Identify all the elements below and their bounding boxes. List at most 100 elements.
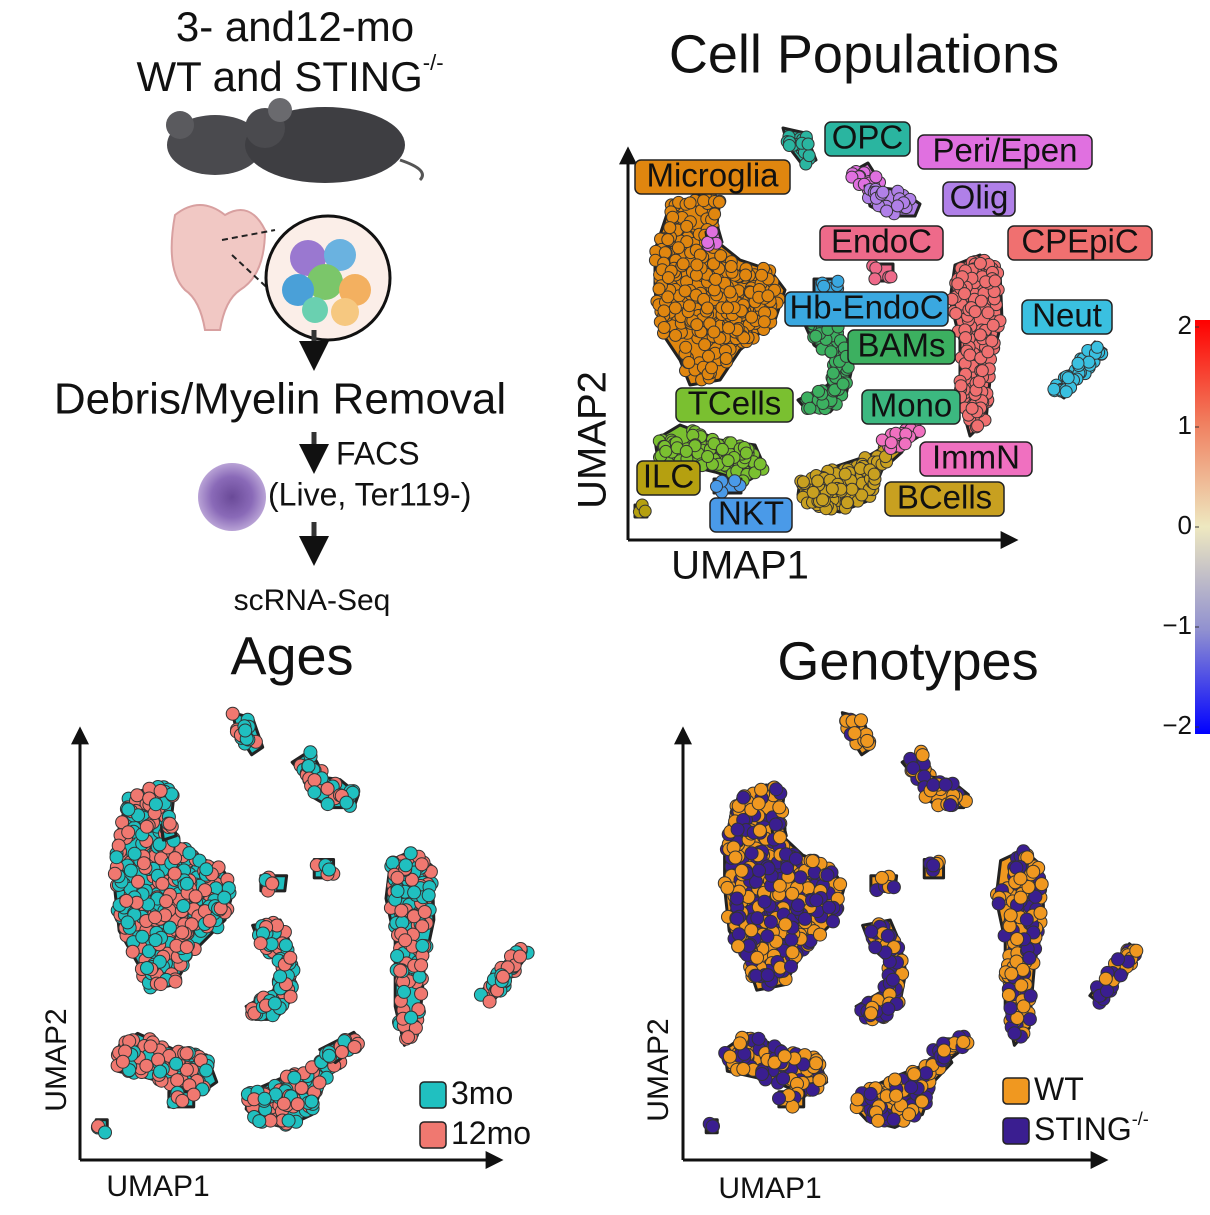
- cell-point: [805, 854, 820, 869]
- cell-point: [179, 876, 194, 891]
- cell-point: [963, 348, 977, 362]
- cell-point: [120, 915, 135, 930]
- cell-point: [798, 911, 812, 926]
- cell-point: [755, 268, 769, 282]
- cell-point: [720, 880, 735, 895]
- cell-point: [690, 318, 704, 332]
- cell-point: [1003, 1001, 1018, 1015]
- cell-point: [791, 898, 805, 913]
- colorbar-tick-label: −2: [1162, 710, 1192, 740]
- cell-point: [889, 1088, 904, 1103]
- cell-point: [712, 195, 726, 209]
- legend-label: 3mo: [451, 1075, 513, 1111]
- cell-point: [148, 933, 163, 948]
- cell-point: [874, 870, 889, 885]
- cell-point: [168, 974, 183, 989]
- cell-point: [283, 989, 298, 1004]
- legend-swatch: [1002, 1077, 1030, 1105]
- cluster-label-box: [1021, 299, 1113, 335]
- cell-point: [784, 959, 798, 974]
- legend-label: STING-/-: [1034, 1109, 1149, 1148]
- cell-point: [1010, 932, 1025, 946]
- cell-point: [169, 1056, 184, 1071]
- cell-point: [880, 928, 895, 943]
- cell-point: [140, 961, 154, 975]
- cell-point: [394, 903, 409, 918]
- cell-point: [109, 850, 124, 865]
- cell-point: [652, 282, 666, 296]
- cell-point: [788, 851, 803, 866]
- workflow-title-text: WT and STING: [136, 53, 422, 100]
- cell-point: [728, 474, 742, 488]
- cell-point: [1010, 1011, 1025, 1025]
- cell-point: [864, 924, 879, 939]
- legend-text: 12mo: [451, 1115, 531, 1151]
- cell-point: [754, 782, 769, 797]
- cell-point: [751, 796, 766, 811]
- cell-point: [320, 797, 335, 812]
- cell-point: [868, 272, 882, 286]
- legend-label: WT: [1034, 1071, 1084, 1107]
- cluster-label: TCells: [688, 385, 782, 422]
- cell-point: [407, 885, 422, 900]
- cluster-label: Hb-EndoC: [789, 289, 943, 326]
- cell-point: [757, 315, 771, 329]
- cell-point: [785, 945, 800, 960]
- cell-point: [719, 352, 733, 365]
- cell-point: [334, 1045, 349, 1059]
- cell-point: [974, 294, 988, 308]
- cell-point: [958, 287, 971, 301]
- cell-point: [776, 1071, 791, 1086]
- cell-point: [840, 496, 854, 510]
- cell-point: [768, 817, 783, 832]
- cluster-label: Mono: [870, 387, 953, 424]
- cell-point: [784, 932, 799, 947]
- umap-panel: Ages UMAP1 UMAP2 3mo 12mo: [40, 626, 535, 1203]
- cell-point: [690, 258, 704, 272]
- cell-point: [199, 862, 214, 877]
- mice-illustration: [166, 98, 424, 183]
- cell-point: [767, 1055, 782, 1070]
- cluster-label: OPC: [832, 119, 904, 156]
- cell-point: [906, 761, 921, 776]
- cell-point: [949, 307, 963, 320]
- cluster-label-box: [819, 225, 944, 261]
- cell-point: [750, 950, 765, 965]
- cell-point: [724, 436, 738, 450]
- cell-point: [1014, 978, 1029, 993]
- cell-point: [1100, 984, 1114, 998]
- cell-point: [393, 963, 408, 978]
- cell-point: [809, 893, 824, 908]
- cell-point: [736, 1062, 751, 1076]
- cell-point: [121, 802, 136, 817]
- cell-point: [1047, 382, 1061, 396]
- umap-panel: Cell Populations UMAP1 UMAP2 Microglia OPC Pe…: [571, 24, 1153, 588]
- cell-point: [179, 940, 194, 955]
- cell-point: [907, 1067, 922, 1082]
- cell-point: [705, 1119, 720, 1134]
- cell-point: [1113, 968, 1128, 983]
- cell-point: [1033, 905, 1048, 920]
- cell-point: [307, 773, 322, 788]
- cell-point: [186, 1087, 201, 1102]
- cell-point: [135, 929, 150, 944]
- cell-point: [281, 1113, 296, 1128]
- cell-point: [661, 271, 675, 285]
- cell-point: [845, 482, 859, 496]
- cluster-label-box: [636, 460, 701, 496]
- cell-point: [772, 878, 787, 893]
- y-axis-label: UMAP2: [40, 1008, 73, 1111]
- cell-point: [390, 949, 405, 963]
- cell-point: [954, 379, 968, 393]
- cell-point: [880, 204, 894, 218]
- cell-point: [981, 306, 995, 320]
- cell-point: [854, 713, 868, 728]
- cell-point: [668, 301, 682, 315]
- cell-point: [824, 345, 838, 359]
- cell-point: [761, 289, 775, 303]
- cluster-label-box: [784, 291, 949, 327]
- cell-point: [752, 823, 767, 838]
- cell-point: [772, 830, 787, 845]
- cell-point: [734, 863, 749, 878]
